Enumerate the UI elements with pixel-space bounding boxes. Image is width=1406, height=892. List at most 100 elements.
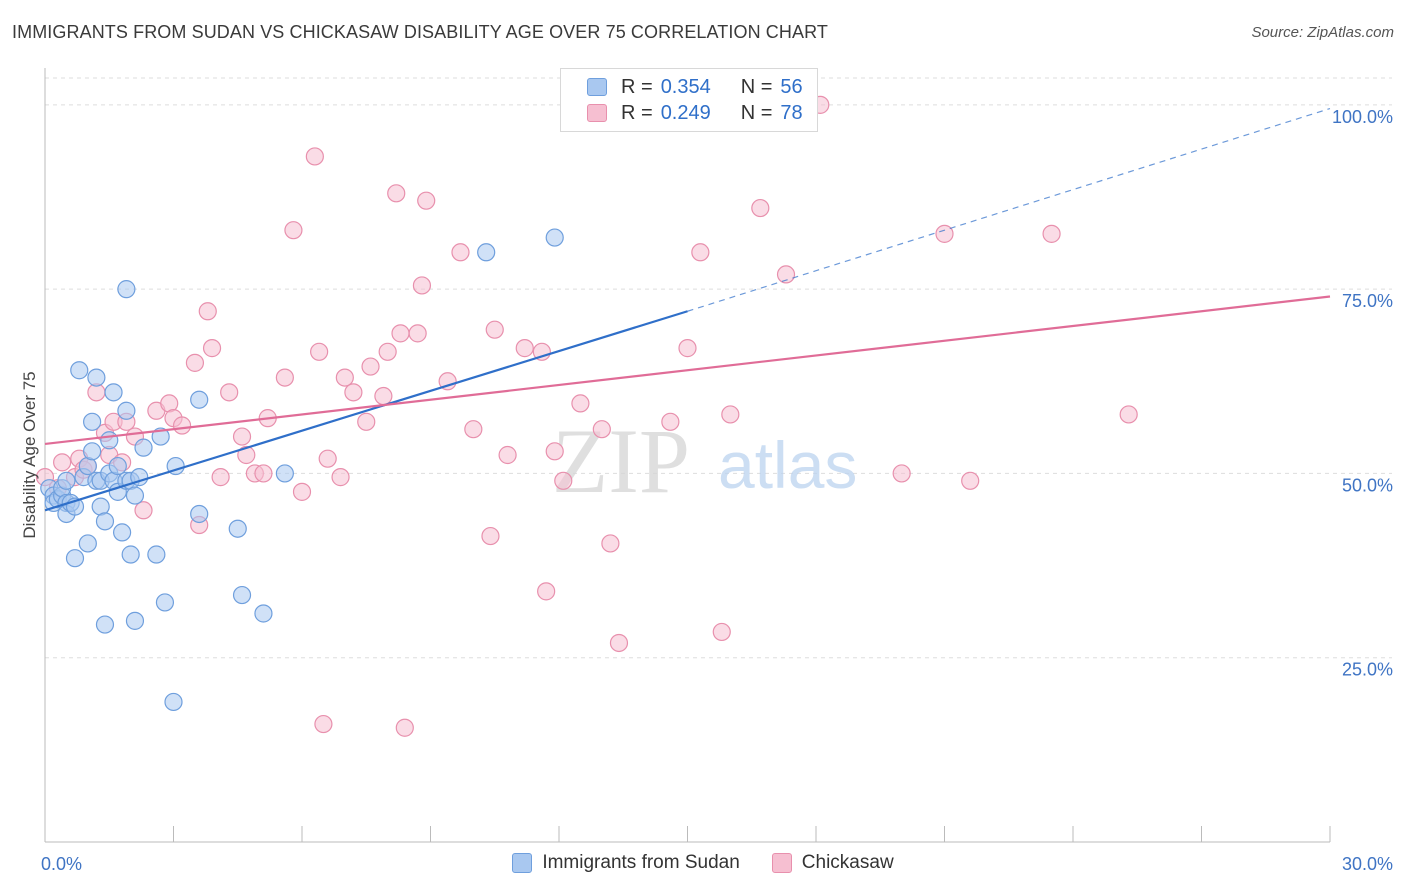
point-chickasaw xyxy=(395,718,414,737)
point-sudan xyxy=(104,383,123,402)
point-chickasaw xyxy=(464,420,483,439)
grid-lines xyxy=(45,77,1392,659)
y-tick-label: 25.0% xyxy=(1342,660,1393,680)
point-sudan xyxy=(108,456,127,476)
point-chickasaw xyxy=(438,372,457,391)
legend-swatch-sudan xyxy=(587,78,607,96)
bottom-legend-sudan[interactable]: Immigrants from Sudan xyxy=(512,852,740,874)
point-sudan xyxy=(78,534,97,553)
legend-swatch-chickasaw xyxy=(587,104,607,122)
point-sudan xyxy=(125,486,145,505)
point-chickasaw xyxy=(314,714,333,734)
point-chickasaw xyxy=(318,449,337,468)
point-chickasaw xyxy=(892,464,911,483)
y-tick-label: 100.0% xyxy=(1332,107,1393,127)
point-sudan xyxy=(83,442,102,461)
legend-r-label: R = xyxy=(621,101,653,124)
point-chickasaw xyxy=(387,184,406,203)
point-chickasaw xyxy=(776,265,796,284)
y-tick-label: 75.0% xyxy=(1342,291,1393,311)
point-chickasaw xyxy=(310,342,329,361)
point-chickasaw xyxy=(554,471,573,490)
point-chickasaw xyxy=(721,405,740,424)
point-chickasaw xyxy=(961,471,980,490)
point-sudan xyxy=(164,692,183,712)
point-chickasaw xyxy=(335,368,354,387)
point-chickasaw xyxy=(331,468,350,487)
point-chickasaw xyxy=(498,445,517,465)
bottom-legend-swatch-sudan xyxy=(512,853,533,873)
bottom-legend-chickasaw[interactable]: Chickasaw xyxy=(771,852,894,874)
point-chickasaw xyxy=(374,386,393,406)
y-axis-label: Disability Age Over 75 xyxy=(20,371,39,539)
point-sudan xyxy=(228,519,247,538)
point-chickasaw xyxy=(691,243,710,262)
tick-labels: 25.0% 50.0% 75.0% 100.0% 0.0% 30.0% xyxy=(41,107,1393,874)
bottom-legend: Immigrants from Sudan Chickasaw xyxy=(0,852,1406,874)
legend-row-chickasaw: R = 0.249 N = 78 xyxy=(561,100,803,126)
trend-line-chickasaw xyxy=(44,295,1331,446)
point-chickasaw xyxy=(357,412,376,431)
point-sudan xyxy=(95,615,115,634)
point-sudan xyxy=(190,504,209,524)
point-chickasaw xyxy=(408,324,427,343)
point-chickasaw xyxy=(678,339,697,358)
x-tick-label: 0.0% xyxy=(41,854,82,874)
point-chickasaw xyxy=(185,353,205,372)
legend-r-value: 0.354 xyxy=(660,75,711,98)
point-sudan xyxy=(125,611,145,630)
point-chickasaw xyxy=(361,357,380,376)
watermark: ZIP atlas xyxy=(552,410,857,512)
point-chickasaw xyxy=(515,339,534,358)
bottom-legend-label-chickasaw: Chickasaw xyxy=(801,852,894,873)
y-tick-label: 50.0% xyxy=(1342,475,1393,495)
point-sudan xyxy=(254,604,273,623)
point-chickasaw xyxy=(220,383,239,402)
point-sudan xyxy=(70,361,89,380)
point-sudan xyxy=(477,243,496,262)
point-chickasaw xyxy=(53,453,72,472)
point-sudan xyxy=(134,438,153,457)
point-sudan xyxy=(232,585,252,605)
legend-r-label: R = xyxy=(621,75,653,98)
legend-r-value: 0.249 xyxy=(660,101,711,124)
point-sudan xyxy=(95,512,115,531)
point-chickasaw xyxy=(232,427,252,446)
point-sudan xyxy=(65,549,85,568)
point-chickasaw xyxy=(284,221,303,240)
point-chickasaw xyxy=(485,320,504,339)
point-chickasaw xyxy=(378,342,397,361)
point-sudan xyxy=(190,390,209,409)
point-chickasaw xyxy=(571,394,590,413)
point-sudan xyxy=(151,427,170,446)
point-chickasaw xyxy=(935,224,954,243)
point-sudan xyxy=(57,471,76,490)
point-chickasaw xyxy=(1042,224,1061,243)
point-sudan xyxy=(83,412,102,431)
point-chickasaw xyxy=(609,633,629,653)
legend: R = 0.354 N = 56 R = 0.249 N = 78 xyxy=(560,68,818,132)
point-chickasaw xyxy=(202,339,222,358)
point-chickasaw xyxy=(275,368,294,387)
point-chickasaw xyxy=(451,243,470,262)
point-sudan xyxy=(117,401,136,420)
chart-title: IMMIGRANTS FROM SUDAN VS CHICKASAW DISAB… xyxy=(12,22,828,42)
point-chickasaw xyxy=(1119,405,1138,424)
trend-line-sudan-extension xyxy=(687,107,1331,312)
point-chickasaw xyxy=(751,198,770,218)
trend-lines xyxy=(44,107,1331,512)
point-sudan xyxy=(117,280,136,299)
bottom-legend-swatch-chickasaw xyxy=(771,853,792,873)
point-chickasaw xyxy=(712,622,731,642)
point-sudan xyxy=(275,464,294,483)
legend-row-sudan: R = 0.354 N = 56 xyxy=(561,74,803,100)
legend-n-value: 56 xyxy=(780,75,803,98)
point-chickasaw xyxy=(134,501,153,520)
point-sudan xyxy=(112,523,132,542)
point-chickasaw xyxy=(292,482,312,501)
point-chickasaw xyxy=(211,468,230,487)
axes xyxy=(44,68,1331,843)
source-label[interactable]: Source: ZipAtlas.com xyxy=(1251,24,1394,41)
point-sudan xyxy=(121,545,140,564)
series-sudan-points xyxy=(40,228,564,712)
